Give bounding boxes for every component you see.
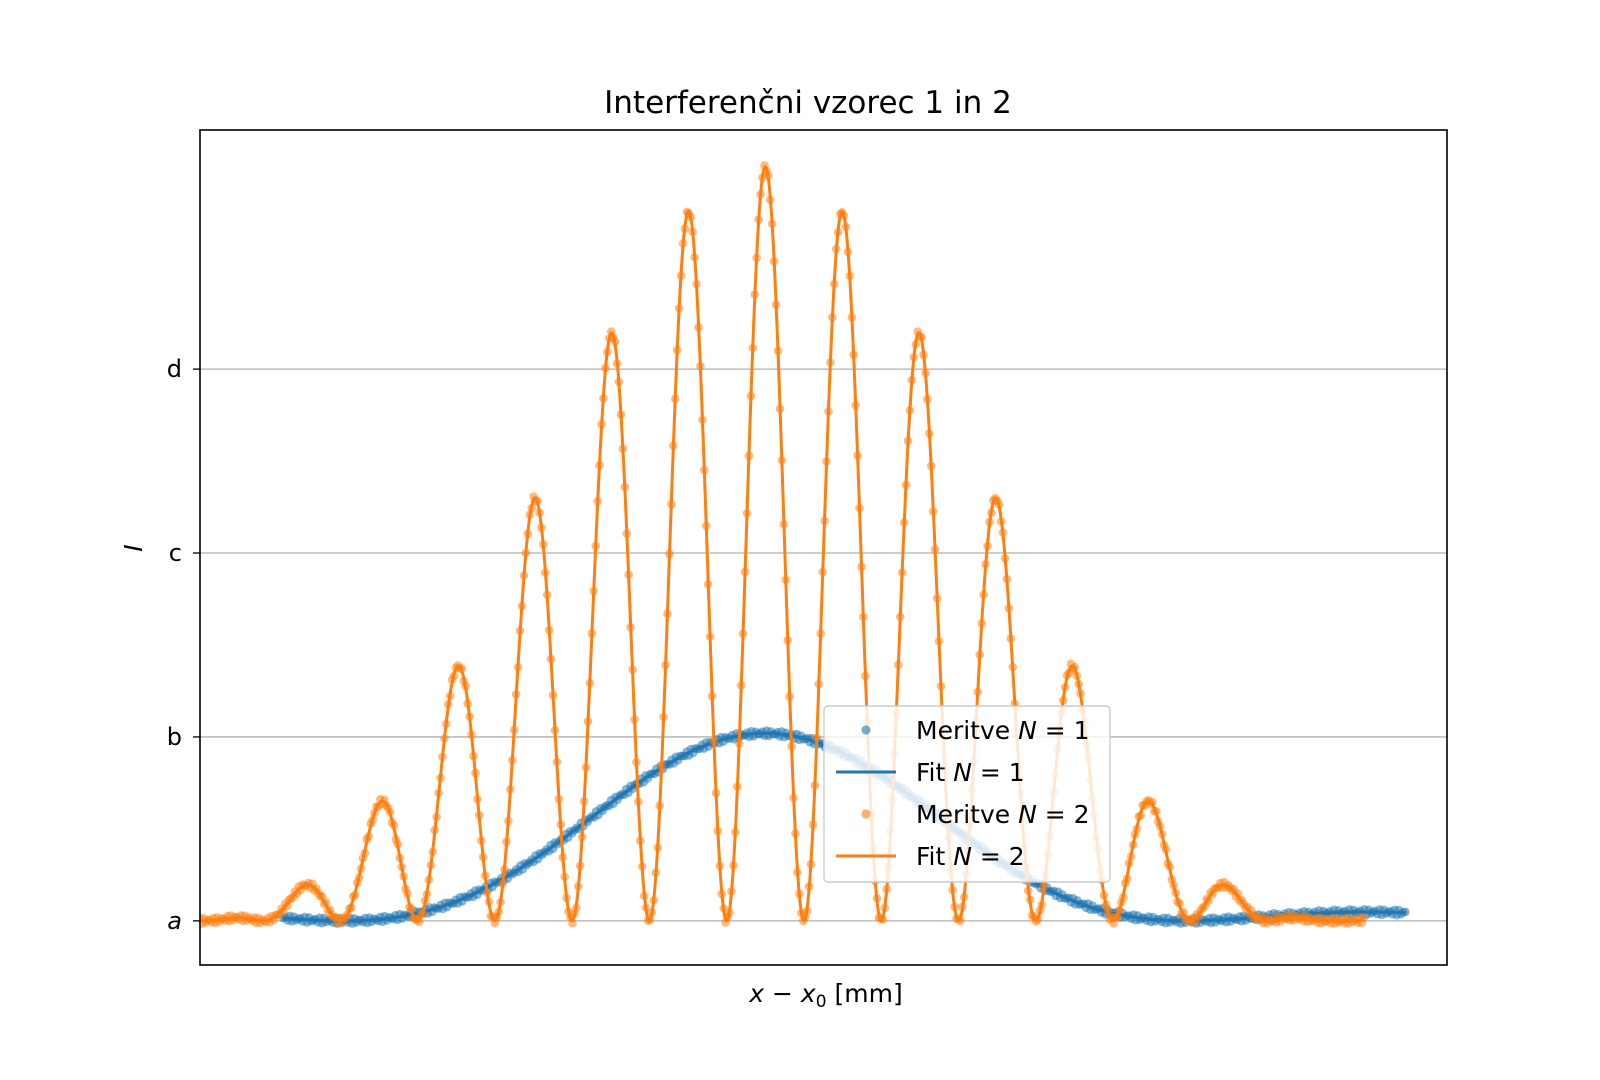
legend-label-meritve-n2: Meritve N = 2 bbox=[916, 800, 1090, 829]
legend-item-fit-n1: Fit N = 1 bbox=[836, 758, 1025, 787]
y-axis-ticks: a b c d bbox=[167, 355, 200, 935]
y-tick-label-b: b bbox=[167, 723, 182, 751]
y-tick-label-d: d bbox=[167, 355, 182, 383]
y-tick-label-c: c bbox=[169, 539, 182, 567]
legend-label-fit-n1: Fit N = 1 bbox=[916, 758, 1025, 787]
x-axis-label: x − x0 [mm] bbox=[748, 979, 902, 1012]
legend-marker-scatter-n2 bbox=[861, 809, 871, 819]
legend-label-fit-n2: Fit N = 2 bbox=[916, 842, 1025, 871]
y-axis-label: I bbox=[119, 544, 148, 551]
legend: Meritve N = 1 Fit N = 1 Meritve N = 2 Fi… bbox=[823, 705, 1111, 883]
legend-box bbox=[823, 705, 1111, 883]
series-line-4 bbox=[200, 165, 1365, 923]
legend-item-meritve-n2: Meritve N = 2 bbox=[861, 800, 1090, 829]
axes-frame bbox=[199, 129, 1448, 966]
y-tick-label-a: a bbox=[167, 907, 182, 935]
legend-marker-scatter-n1 bbox=[861, 725, 871, 735]
legend-item-meritve-n1: Meritve N = 1 bbox=[861, 716, 1090, 745]
legend-item-fit-n2: Fit N = 2 bbox=[836, 842, 1025, 871]
legend-label-meritve-n1: Meritve N = 1 bbox=[916, 716, 1090, 745]
chart-title: Interferenčni vzorec 1 in 2 bbox=[604, 85, 1012, 121]
